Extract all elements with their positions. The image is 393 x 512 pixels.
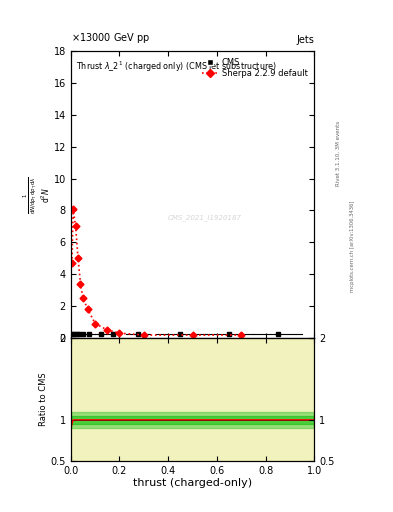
- Y-axis label: $\frac{1}{\mathrm{d}N/\mathrm{d}p_\mathrm{T}\,\mathrm{d}p_\mathrm{T}\,\mathrm{d}: $\frac{1}{\mathrm{d}N/\mathrm{d}p_\mathr…: [21, 176, 52, 214]
- Text: Jets: Jets: [297, 35, 314, 46]
- Bar: [71, 416, 314, 424]
- Y-axis label: Ratio to CMS: Ratio to CMS: [39, 373, 48, 426]
- Bar: [71, 412, 314, 428]
- X-axis label: thrust (charged-only): thrust (charged-only): [133, 478, 252, 488]
- Text: Thrust $\lambda\_2^1$ (charged only) (CMS jet substructure): Thrust $\lambda\_2^1$ (charged only) (CM…: [75, 60, 276, 74]
- Text: mcplots.cern.ch [arXiv:1306.3436]: mcplots.cern.ch [arXiv:1306.3436]: [350, 200, 355, 291]
- Legend: CMS, Sherpa 2.2.9 default: CMS, Sherpa 2.2.9 default: [199, 55, 310, 80]
- Text: $\times$13000 GeV pp: $\times$13000 GeV pp: [71, 31, 150, 46]
- Text: CMS_2021_I1920187: CMS_2021_I1920187: [168, 214, 242, 221]
- Text: Rivet 3.1.10, 3M events: Rivet 3.1.10, 3M events: [336, 121, 341, 186]
